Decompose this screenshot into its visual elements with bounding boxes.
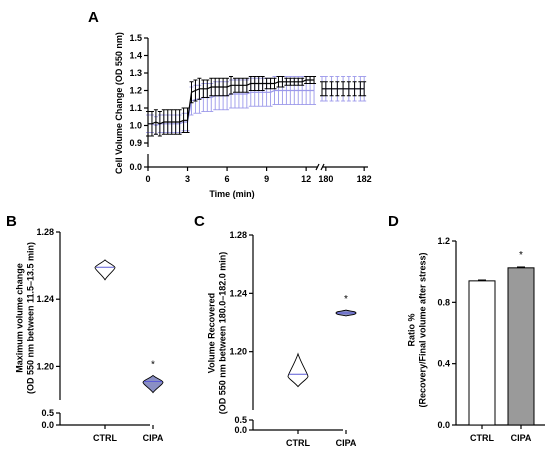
y-axis-title-line: Maximum volume change bbox=[15, 263, 25, 373]
y-tick-label: 1.24 bbox=[36, 294, 54, 304]
series-cipa bbox=[146, 76, 367, 135]
y-axis-title-line: (OD 550 nm between 11.5–13.5 min) bbox=[26, 242, 36, 394]
panel-letter-a: A bbox=[88, 9, 99, 26]
violin-ctrl bbox=[94, 259, 116, 281]
x-category-label: CIPA bbox=[511, 433, 532, 443]
y-tick-label: 1.3 bbox=[129, 68, 142, 78]
bar-cipa bbox=[507, 267, 535, 426]
y-tick-label: 0.0 bbox=[234, 425, 247, 435]
y-axis-title-line: (Recovery/Final volume after stress) bbox=[418, 252, 428, 407]
panel-b-chart: 0.0 0.5 1.20 1.24 1.28 CTRL CIPA Maximum volume… bbox=[15, 227, 164, 443]
y-tick-label: 0.0 bbox=[41, 420, 54, 430]
y-tick-label: 1.5 bbox=[129, 33, 142, 43]
y-tick-label: 1.0 bbox=[129, 121, 142, 131]
y-tick-label: 1.4 bbox=[129, 51, 142, 61]
y-tick-label: 1.28 bbox=[229, 230, 247, 240]
x-category-label: CTRL bbox=[286, 438, 310, 448]
x-tick-label: 6 bbox=[225, 174, 230, 184]
x-tick-label: 182 bbox=[357, 174, 372, 184]
x-axis-break-mark bbox=[320, 163, 325, 171]
y-axis-title: Volume Recovered(OD 550 nm between 180.0… bbox=[207, 252, 228, 415]
x-category-label: CIPA bbox=[336, 438, 357, 448]
panel-letter-c: C bbox=[194, 213, 205, 230]
y-tick-label: 0.0 bbox=[437, 420, 450, 430]
violin-ctrl bbox=[287, 352, 309, 388]
x-tick-label: 0 bbox=[145, 174, 150, 184]
y-tick-label: 0.9 bbox=[129, 138, 142, 148]
y-tick-label: 0.5 bbox=[41, 408, 54, 418]
violin-cipa bbox=[142, 374, 164, 394]
y-tick-label: 0.8 bbox=[437, 297, 450, 307]
y-axis-title-line: (OD 550 nm between 180.0–182.0 min) bbox=[218, 252, 228, 415]
y-tick-label: 0.4 bbox=[437, 359, 450, 369]
x-category-label: CTRL bbox=[470, 433, 494, 443]
y-axis-title: Ratio %(Recovery/Final volume after stre… bbox=[407, 252, 428, 407]
y-axis-title-line: Cell Volume Change (OD 550 nm) bbox=[114, 32, 124, 174]
x-tick-label: 9 bbox=[264, 174, 269, 184]
panel-letter-d: D bbox=[388, 213, 399, 230]
y-axis-title-line: Volume Recovered bbox=[207, 293, 217, 373]
x-tick-label: 12 bbox=[301, 174, 311, 184]
y-axis-title-line: Ratio % bbox=[407, 313, 417, 346]
y-tick-label: 1.28 bbox=[36, 227, 54, 237]
y-tick-label: 1.24 bbox=[229, 288, 247, 298]
y-axis-title: Maximum volume change(OD 550 nm between … bbox=[15, 242, 36, 394]
y-tick-label: 0.0 bbox=[129, 162, 142, 172]
x-tick-label: 3 bbox=[185, 174, 190, 184]
y-tick-label: 1.2 bbox=[437, 236, 450, 246]
significance-marker: * bbox=[519, 250, 523, 261]
y-tick-label: 1.1 bbox=[129, 103, 142, 113]
x-tick-label: 180 bbox=[318, 174, 333, 184]
panel-d-chart: 0.0 0.4 0.8 1.2 CTRL CIPA Ratio %(Recovery/Fin… bbox=[407, 236, 545, 443]
y-tick-label: 1.20 bbox=[36, 361, 54, 371]
series-ctrl bbox=[146, 76, 367, 137]
panel-c-chart: 0.00.5 1.20 1.24 1.28 CTRL CIPA Volume Recover… bbox=[207, 230, 357, 448]
x-category-label: CIPA bbox=[143, 433, 164, 443]
significance-marker: * bbox=[344, 294, 348, 305]
significance-marker: * bbox=[151, 359, 155, 370]
y-tick-label: 1.20 bbox=[229, 347, 247, 357]
bar-ctrl bbox=[468, 280, 496, 426]
x-axis-title: Time (min) bbox=[209, 189, 254, 199]
y-tick-label: 1.2 bbox=[129, 86, 142, 96]
y-tick-label: 0.5 bbox=[234, 415, 247, 425]
y-axis-title: Cell Volume Change (OD 550 nm) bbox=[114, 32, 124, 174]
x-axis-break-mark bbox=[315, 163, 320, 171]
x-category-label: CTRL bbox=[93, 433, 117, 443]
panel-letter-b: B bbox=[6, 213, 17, 230]
panel-a-chart: 0.0 0.9 1.0 1.1 1.2 1.3 1.4 1.5 0 3 6 9 12 180 182 Time… bbox=[114, 32, 372, 199]
